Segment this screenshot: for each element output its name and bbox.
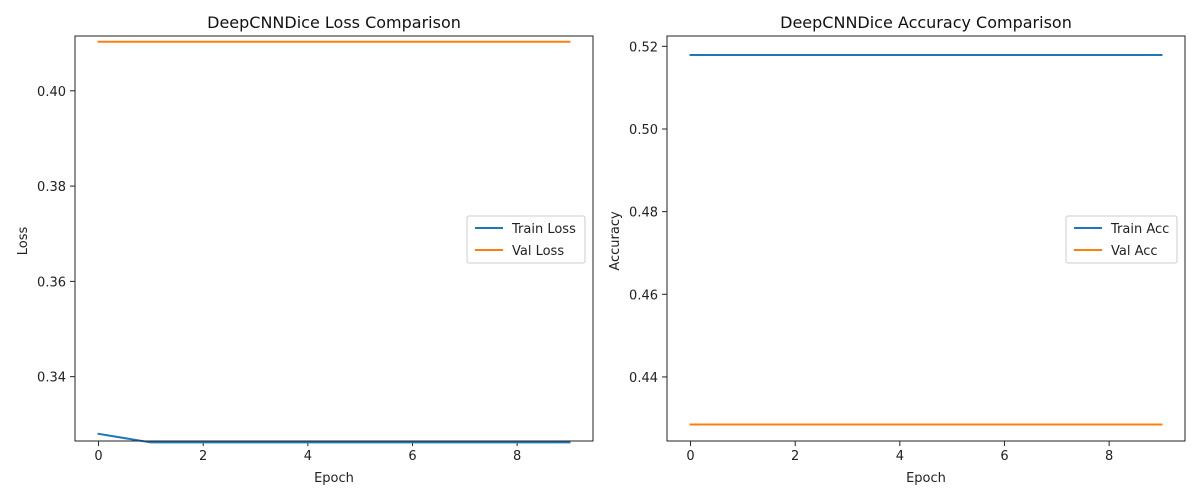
- accuracy-x-tick-label: 0: [686, 449, 694, 464]
- accuracy-chart: DeepCNNDice Accuracy Comparison Epoch Ac…: [608, 13, 1186, 486]
- accuracy-y-tick-label: 0.44: [629, 371, 658, 386]
- accuracy-x-tick-label: 6: [1000, 449, 1008, 464]
- accuracy-series-lines: [689, 54, 1163, 426]
- loss-x-tick-label: 8: [513, 449, 521, 464]
- accuracy-legend-val-label: Val Acc: [1111, 244, 1158, 259]
- loss-y-axis-label: Loss: [16, 227, 31, 256]
- accuracy-axis-ticks: 0 2 4 6 8 0.44 0.46 0.48 0.50 0.52: [629, 40, 1113, 464]
- accuracy-y-tick-label: 0.52: [629, 40, 658, 55]
- loss-x-tick-label: 6: [408, 449, 416, 464]
- accuracy-legend: Train Acc Val Acc: [1065, 215, 1178, 264]
- accuracy-y-tick-label: 0.50: [629, 123, 658, 138]
- accuracy-y-tick-label: 0.48: [629, 206, 658, 221]
- loss-chart-title: DeepCNNDice Loss Comparison: [207, 13, 461, 32]
- loss-legend: Train Loss Val Loss: [466, 215, 586, 264]
- loss-x-axis-label: Epoch: [314, 471, 354, 486]
- accuracy-x-tick-label: 8: [1105, 449, 1113, 464]
- accuracy-legend-train-label: Train Acc: [1110, 222, 1169, 237]
- loss-axes-frame: [74, 35, 594, 442]
- loss-legend-val-label: Val Loss: [512, 244, 564, 259]
- loss-series-line-0: [97, 432, 571, 444]
- accuracy-y-tick-label: 0.46: [629, 288, 658, 303]
- accuracy-axes-frame: [666, 35, 1186, 442]
- loss-y-tick-label: 0.36: [37, 275, 66, 290]
- accuracy-x-tick-label: 4: [896, 449, 904, 464]
- loss-x-tick-label: 2: [199, 449, 207, 464]
- loss-x-tick-label: 4: [304, 449, 312, 464]
- loss-axis-ticks: 0 2 4 6 8 0.34 0.36 0.38 0.40: [37, 85, 521, 464]
- loss-y-tick-label: 0.40: [37, 85, 66, 100]
- loss-y-tick-label: 0.34: [37, 371, 66, 386]
- loss-y-tick-label: 0.38: [37, 180, 66, 195]
- loss-chart: DeepCNNDice Loss Comparison Epoch Loss 0…: [16, 13, 594, 486]
- accuracy-x-tick-label: 2: [791, 449, 799, 464]
- loss-legend-train-label: Train Loss: [511, 222, 576, 237]
- accuracy-chart-title: DeepCNNDice Accuracy Comparison: [780, 13, 1072, 32]
- loss-x-tick-label: 0: [94, 449, 102, 464]
- accuracy-x-axis-label: Epoch: [906, 471, 946, 486]
- loss-series-lines: [97, 40, 571, 444]
- accuracy-y-axis-label: Accuracy: [608, 211, 623, 271]
